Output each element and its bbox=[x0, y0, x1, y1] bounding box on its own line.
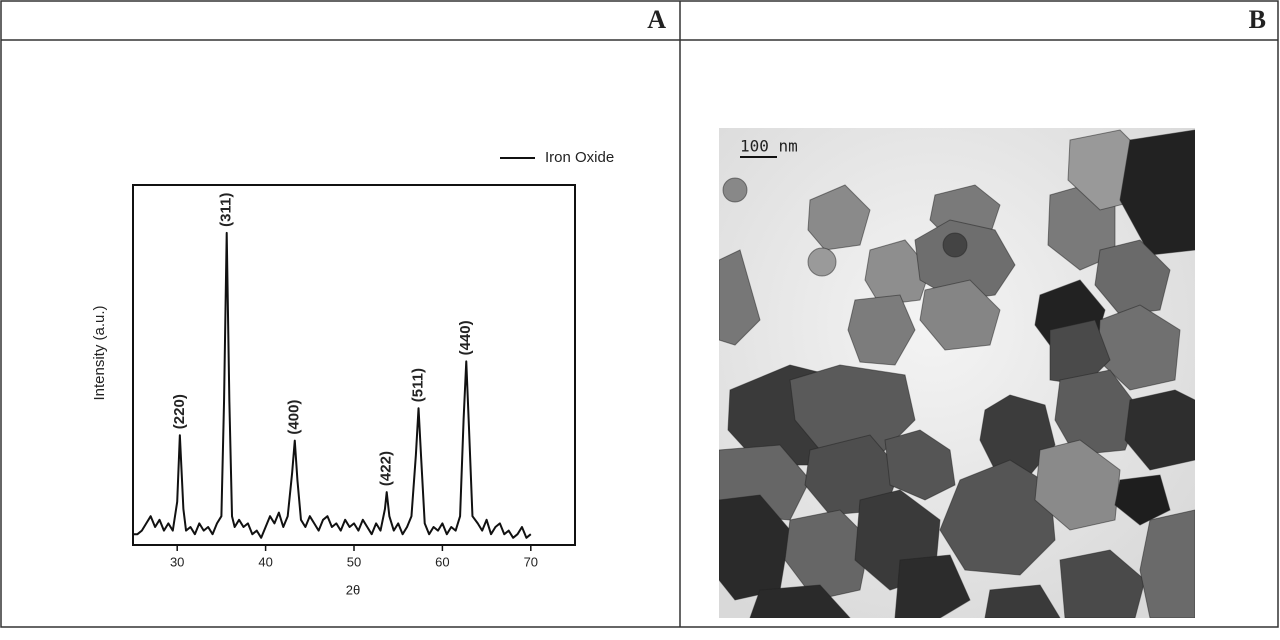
peak-label: (400) bbox=[286, 400, 303, 435]
x-tick-label: 30 bbox=[170, 554, 184, 569]
x-tick-label: 70 bbox=[524, 554, 538, 569]
x-axis-label: 2θ bbox=[346, 582, 360, 597]
panel-label: A bbox=[647, 5, 666, 34]
panel-label: B bbox=[1249, 5, 1266, 34]
peak-label: (422) bbox=[378, 451, 395, 486]
scale-bar-label: 100 nm bbox=[740, 137, 798, 156]
plot-frame bbox=[132, 184, 576, 546]
tem-image: 100 nm bbox=[719, 128, 1195, 618]
legend-label: Iron Oxide bbox=[545, 149, 614, 166]
peak-label: (311) bbox=[218, 193, 235, 227]
peak-label: (440) bbox=[457, 320, 474, 355]
x-tick-label: 40 bbox=[258, 554, 272, 569]
series-line bbox=[133, 231, 532, 539]
x-tick-label: 60 bbox=[435, 554, 449, 569]
peak-label: (220) bbox=[171, 394, 188, 429]
xrd-chart: 2θ Intensity (a.u.) 30 40 50 60 70 Iron Oxide… bbox=[91, 149, 614, 597]
peak-label: (511) bbox=[410, 368, 427, 402]
x-tick-label: 50 bbox=[347, 554, 361, 569]
y-axis-label: Intensity (a.u.) bbox=[91, 305, 108, 400]
